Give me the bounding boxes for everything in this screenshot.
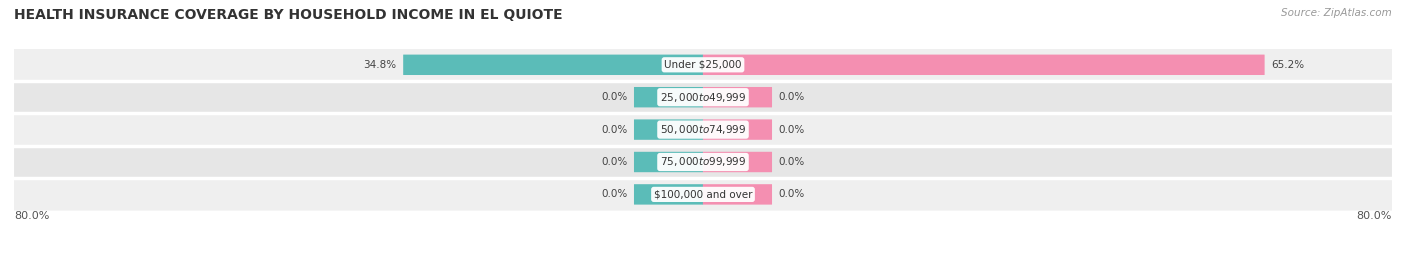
Text: 80.0%: 80.0% bbox=[1357, 211, 1392, 221]
Text: 34.8%: 34.8% bbox=[363, 60, 396, 70]
FancyBboxPatch shape bbox=[404, 55, 703, 75]
FancyBboxPatch shape bbox=[634, 184, 703, 205]
Text: 0.0%: 0.0% bbox=[779, 92, 806, 102]
Text: $75,000 to $99,999: $75,000 to $99,999 bbox=[659, 156, 747, 168]
FancyBboxPatch shape bbox=[634, 119, 703, 140]
Text: 0.0%: 0.0% bbox=[600, 189, 627, 200]
FancyBboxPatch shape bbox=[14, 81, 1392, 113]
Text: 0.0%: 0.0% bbox=[600, 157, 627, 167]
Text: 0.0%: 0.0% bbox=[779, 124, 806, 135]
Text: 0.0%: 0.0% bbox=[600, 92, 627, 102]
FancyBboxPatch shape bbox=[14, 146, 1392, 178]
Text: Under $25,000: Under $25,000 bbox=[664, 60, 742, 70]
Text: 0.0%: 0.0% bbox=[600, 124, 627, 135]
FancyBboxPatch shape bbox=[703, 184, 772, 205]
FancyBboxPatch shape bbox=[703, 87, 772, 107]
FancyBboxPatch shape bbox=[703, 55, 1264, 75]
Text: HEALTH INSURANCE COVERAGE BY HOUSEHOLD INCOME IN EL QUIOTE: HEALTH INSURANCE COVERAGE BY HOUSEHOLD I… bbox=[14, 8, 562, 22]
Text: 0.0%: 0.0% bbox=[779, 189, 806, 200]
Text: $100,000 and over: $100,000 and over bbox=[654, 189, 752, 200]
FancyBboxPatch shape bbox=[634, 87, 703, 107]
FancyBboxPatch shape bbox=[14, 49, 1392, 81]
FancyBboxPatch shape bbox=[703, 119, 772, 140]
Text: $50,000 to $74,999: $50,000 to $74,999 bbox=[659, 123, 747, 136]
Text: 80.0%: 80.0% bbox=[14, 211, 49, 221]
Text: $25,000 to $49,999: $25,000 to $49,999 bbox=[659, 91, 747, 104]
FancyBboxPatch shape bbox=[14, 178, 1392, 211]
FancyBboxPatch shape bbox=[14, 113, 1392, 146]
Text: Source: ZipAtlas.com: Source: ZipAtlas.com bbox=[1281, 8, 1392, 18]
FancyBboxPatch shape bbox=[634, 152, 703, 172]
Text: 0.0%: 0.0% bbox=[779, 157, 806, 167]
FancyBboxPatch shape bbox=[703, 152, 772, 172]
Text: 65.2%: 65.2% bbox=[1271, 60, 1305, 70]
